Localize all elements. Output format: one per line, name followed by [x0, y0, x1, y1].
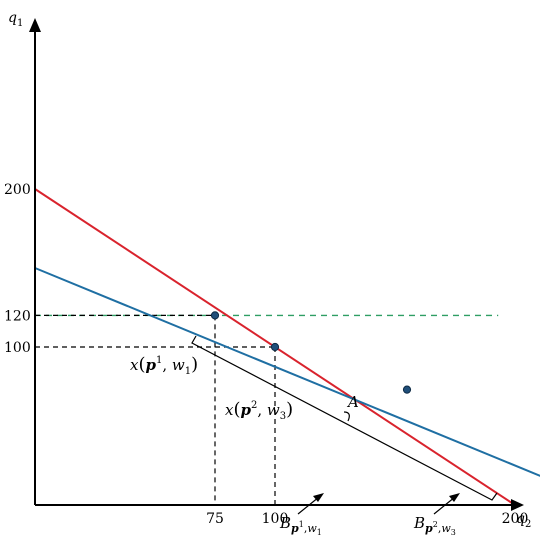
budget-blue-pointer-head	[449, 493, 460, 502]
bundle-point-1	[210, 311, 220, 320]
budget-blue-pointer	[433, 496, 456, 515]
x-tick-label-200: 200	[502, 511, 529, 527]
x-tick-label-75: 75	[206, 511, 224, 527]
budget-line-blue	[34, 267, 540, 477]
points-layer	[191, 311, 498, 515]
budget-label-blue: Bp2,w3	[413, 514, 456, 537]
segment-a-label: A	[346, 393, 359, 411]
y-tick-label-120: 120	[4, 308, 31, 324]
budget-red-pointer-head	[313, 493, 324, 502]
segment-a-bracket	[191, 335, 498, 501]
labels-layer: q2 q1 100 120 200 75 100 200 Ax(p1, w1) x(p2, w3)…	[4, 10, 531, 537]
reference-lines-layer	[35, 314, 499, 505]
budget-red-pointer	[297, 496, 320, 515]
x-axis-label: q2	[516, 511, 531, 530]
y-axis-label: q1	[8, 10, 23, 29]
bundle-label-x-p1-w1: x(p1, w1)	[130, 354, 198, 377]
bundle-point-2	[270, 342, 280, 352]
y-axis-arrow	[29, 18, 41, 32]
x-tick-label-100: 100	[262, 511, 289, 527]
axes-layer	[29, 18, 524, 511]
y-tick-label-200: 200	[4, 182, 31, 198]
y-tick-label-100: 100	[4, 340, 31, 356]
x-axis-arrow	[511, 499, 524, 511]
bundle-label-x-p2-w3: x(p2, w3)	[225, 399, 293, 422]
budget-label-red: Bp1,w1	[279, 514, 322, 537]
bundle-point-3	[402, 385, 412, 394]
segment-a-pointer	[343, 411, 350, 422]
